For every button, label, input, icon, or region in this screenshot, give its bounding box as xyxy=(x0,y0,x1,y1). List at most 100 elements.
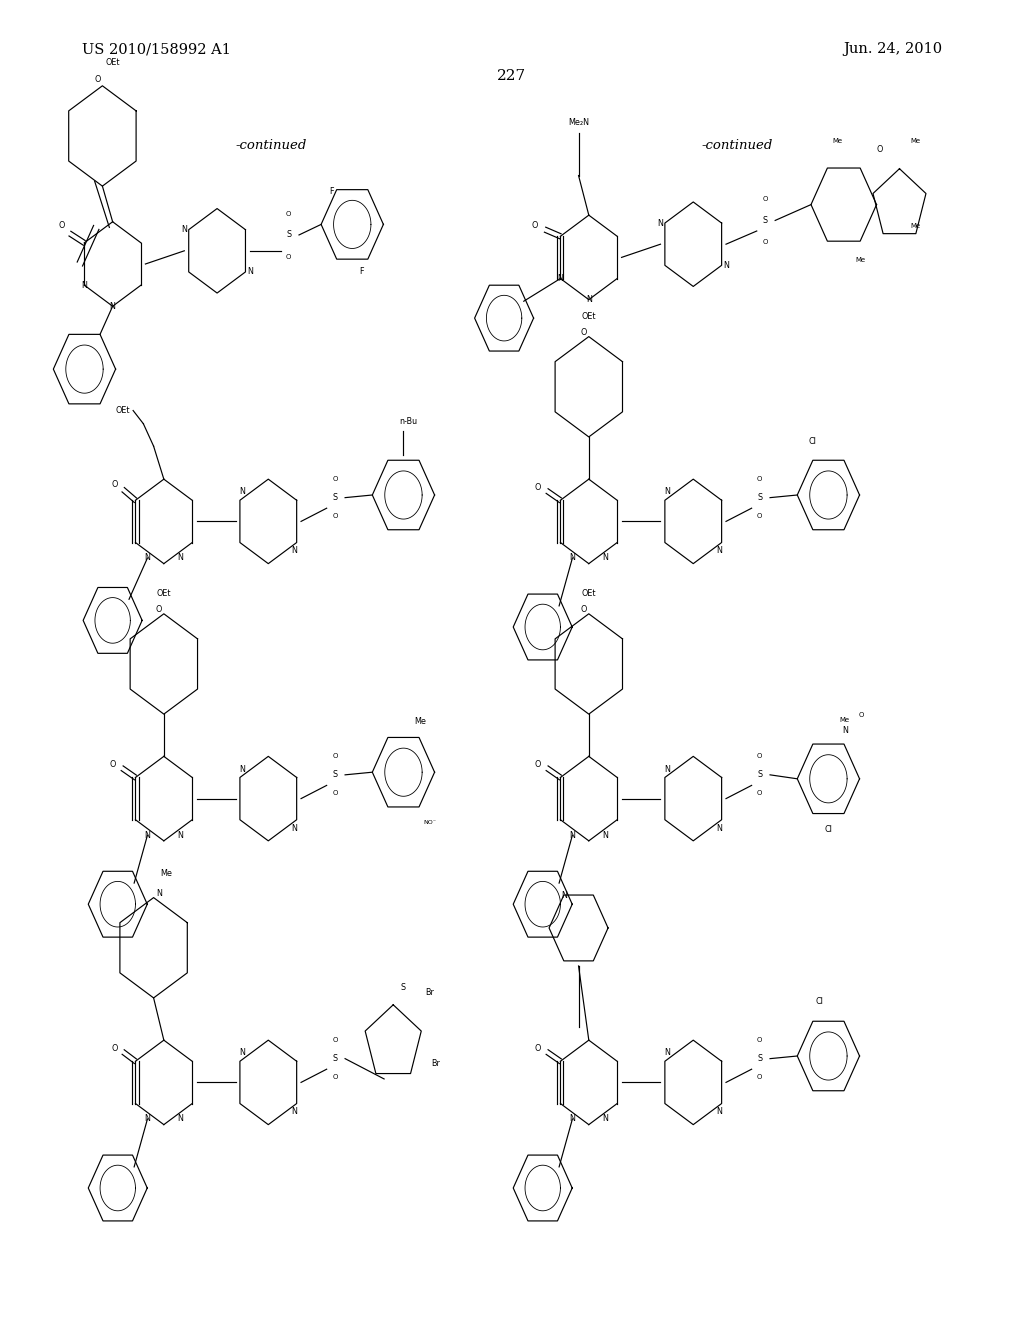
Text: N: N xyxy=(144,830,151,840)
Text: O: O xyxy=(535,483,541,491)
Text: O: O xyxy=(286,211,292,216)
Text: Me: Me xyxy=(855,256,865,263)
Text: Me: Me xyxy=(160,870,172,878)
Text: n-Bu: n-Bu xyxy=(399,417,418,426)
Text: O: O xyxy=(757,791,763,796)
Text: O: O xyxy=(286,255,292,260)
Text: O: O xyxy=(332,754,338,759)
Text: Me: Me xyxy=(840,717,850,722)
Text: N: N xyxy=(569,1114,575,1123)
Text: NO⁻: NO⁻ xyxy=(423,821,436,825)
Text: N: N xyxy=(717,546,722,556)
Text: OEt: OEt xyxy=(582,313,596,321)
Text: N: N xyxy=(665,764,670,774)
Text: S: S xyxy=(332,771,338,779)
Text: S: S xyxy=(400,983,406,993)
Text: O: O xyxy=(581,606,587,614)
Text: N: N xyxy=(557,275,563,282)
Text: S: S xyxy=(757,1055,763,1063)
Text: O: O xyxy=(762,197,768,202)
Text: N: N xyxy=(110,302,116,310)
Text: O: O xyxy=(156,606,162,614)
Text: F: F xyxy=(359,267,364,276)
Text: O: O xyxy=(757,754,763,759)
Text: O: O xyxy=(332,1074,338,1080)
Text: O: O xyxy=(112,480,118,488)
Text: N: N xyxy=(81,281,87,289)
Text: O: O xyxy=(877,145,883,154)
Text: N: N xyxy=(292,546,297,556)
Text: S: S xyxy=(332,1055,338,1063)
Text: US 2010/158992 A1: US 2010/158992 A1 xyxy=(82,42,230,57)
Text: -continued: -continued xyxy=(236,139,307,152)
Text: Me: Me xyxy=(414,717,426,726)
Text: O: O xyxy=(332,791,338,796)
Text: O: O xyxy=(535,760,541,768)
Text: N: N xyxy=(247,268,253,276)
Text: Cl: Cl xyxy=(824,825,833,834)
Text: N: N xyxy=(144,1114,151,1123)
Text: Jun. 24, 2010: Jun. 24, 2010 xyxy=(843,42,942,57)
Text: N: N xyxy=(602,553,608,562)
Text: Me: Me xyxy=(910,223,921,228)
Text: N: N xyxy=(292,824,297,833)
Text: N: N xyxy=(586,296,592,304)
Text: N: N xyxy=(717,824,722,833)
Text: N: N xyxy=(144,553,151,562)
Text: O: O xyxy=(757,477,763,482)
Text: N: N xyxy=(602,1114,608,1123)
Text: N: N xyxy=(240,764,245,774)
Text: N: N xyxy=(240,1048,245,1057)
Text: OEt: OEt xyxy=(582,590,596,598)
Text: O: O xyxy=(332,1038,338,1043)
Text: Me₂N: Me₂N xyxy=(568,119,589,127)
Text: 227: 227 xyxy=(498,69,526,83)
Text: S: S xyxy=(762,216,768,224)
Text: S: S xyxy=(286,231,292,239)
Text: OEt: OEt xyxy=(105,58,120,66)
Text: N: N xyxy=(156,890,162,898)
Text: N: N xyxy=(177,1114,183,1123)
Text: O: O xyxy=(58,222,65,230)
Text: N: N xyxy=(723,261,729,269)
Text: N: N xyxy=(240,487,245,496)
Text: N: N xyxy=(569,830,575,840)
Text: N: N xyxy=(665,1048,670,1057)
Text: O: O xyxy=(112,1044,118,1052)
Text: O: O xyxy=(858,713,864,718)
Text: Br: Br xyxy=(425,987,434,997)
Text: N: N xyxy=(602,830,608,840)
Text: N: N xyxy=(177,553,183,562)
Text: O: O xyxy=(757,1074,763,1080)
Text: N: N xyxy=(842,726,848,735)
Text: N: N xyxy=(665,487,670,496)
Text: N: N xyxy=(717,1107,722,1117)
Text: S: S xyxy=(757,771,763,779)
Text: O: O xyxy=(332,477,338,482)
Text: O: O xyxy=(762,239,768,244)
Text: N: N xyxy=(561,891,566,899)
Text: O: O xyxy=(581,329,587,337)
Text: N: N xyxy=(181,226,187,234)
Text: O: O xyxy=(110,760,116,768)
Text: O: O xyxy=(757,1038,763,1043)
Text: N: N xyxy=(657,219,664,227)
Text: O: O xyxy=(757,513,763,519)
Text: N: N xyxy=(177,830,183,840)
Text: O: O xyxy=(531,222,538,230)
Text: F: F xyxy=(330,186,334,195)
Text: -continued: -continued xyxy=(701,139,773,152)
Text: Me: Me xyxy=(910,139,921,144)
Text: N: N xyxy=(569,553,575,562)
Text: O: O xyxy=(94,75,100,83)
Text: O: O xyxy=(332,513,338,519)
Text: S: S xyxy=(757,494,763,502)
Text: Br: Br xyxy=(431,1060,440,1068)
Text: OEt: OEt xyxy=(157,590,171,598)
Text: Me: Me xyxy=(833,139,843,144)
Text: Cl: Cl xyxy=(809,437,817,446)
Text: O: O xyxy=(535,1044,541,1052)
Text: N: N xyxy=(292,1107,297,1117)
Text: OEt: OEt xyxy=(116,407,130,414)
Text: S: S xyxy=(332,494,338,502)
